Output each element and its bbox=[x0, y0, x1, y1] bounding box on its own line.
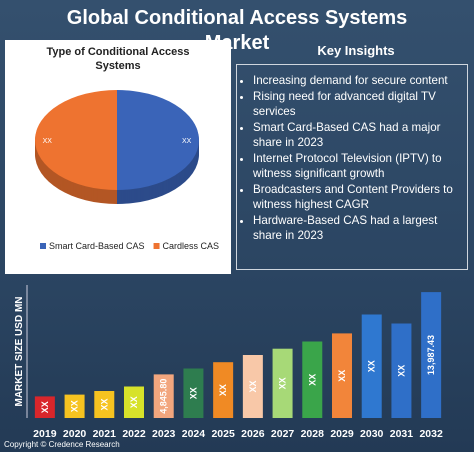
x-tick-label: 2026 bbox=[241, 428, 265, 440]
x-tick-label: 2030 bbox=[360, 428, 384, 440]
bar bbox=[124, 386, 144, 418]
bar bbox=[34, 396, 55, 418]
slice-label: XX bbox=[43, 138, 53, 145]
x-tick-label: 2019 bbox=[33, 428, 57, 440]
bar-label: XX bbox=[129, 396, 139, 408]
x-tick-label: 2029 bbox=[330, 428, 354, 440]
insights-box: Increasing demand for secure contentRisi… bbox=[236, 64, 468, 270]
bar bbox=[421, 292, 442, 418]
bar-label: XX bbox=[337, 370, 347, 382]
bar-label: XX bbox=[248, 380, 258, 392]
bar bbox=[153, 374, 174, 418]
x-tick-label: 2021 bbox=[93, 428, 117, 440]
insight: Hardware-Based CAS had a largest share i… bbox=[253, 213, 463, 244]
bar bbox=[94, 391, 115, 418]
bar-label: XX bbox=[99, 398, 109, 410]
bar-label: XX bbox=[218, 384, 228, 396]
x-tick-label: 2022 bbox=[122, 428, 146, 440]
bar-label: XX bbox=[307, 374, 317, 386]
bar bbox=[302, 341, 323, 418]
bar bbox=[242, 355, 263, 418]
insight: Broadcasters and Content Providers to wi… bbox=[253, 182, 463, 213]
legend-label: Smart Card-Based CAS bbox=[49, 241, 145, 251]
insight: Internet Protocol Television (IPTV) to w… bbox=[253, 151, 463, 182]
legend-swatch bbox=[40, 243, 46, 249]
bar bbox=[361, 314, 382, 418]
title: Global Conditional Access Systems Market bbox=[66, 7, 408, 54]
bar-label: XX bbox=[278, 377, 288, 389]
x-tick-label: 2024 bbox=[182, 428, 206, 440]
legend-label: Cardless CAS bbox=[163, 241, 220, 251]
bar bbox=[332, 333, 352, 418]
bar-label: XX bbox=[367, 360, 377, 372]
bar-label: XX bbox=[70, 400, 80, 412]
footer: Copyright © Credence Research bbox=[4, 440, 120, 449]
bar bbox=[272, 348, 293, 418]
bar-label: XX bbox=[396, 365, 406, 377]
x-tick-label: 2032 bbox=[419, 428, 443, 440]
x-tick-label: 2020 bbox=[63, 428, 87, 440]
bar bbox=[391, 323, 412, 418]
bar-label: 13,987.43 bbox=[426, 335, 436, 375]
x-tick-label: 2027 bbox=[271, 428, 295, 440]
bar-label: 4,845.80 bbox=[159, 379, 169, 414]
insights-title: Key Insights bbox=[317, 43, 395, 58]
slice-label: XX bbox=[182, 138, 192, 145]
insight: Smart Card-Based CAS had a major share i… bbox=[253, 120, 463, 151]
x-tick-label: 2028 bbox=[301, 428, 325, 440]
bar bbox=[213, 362, 234, 418]
insight: Rising need for advanced digital TV serv… bbox=[253, 89, 463, 120]
x-tick-label: 2023 bbox=[152, 428, 176, 440]
bar bbox=[183, 368, 204, 418]
pie-slice bbox=[35, 90, 117, 190]
x-tick-label: 2031 bbox=[390, 428, 414, 440]
bar-label: XX bbox=[40, 401, 50, 413]
x-tick-label: 2025 bbox=[211, 428, 235, 440]
legend-swatch bbox=[153, 243, 160, 249]
bar bbox=[64, 394, 85, 418]
bar-label: XX bbox=[188, 387, 198, 399]
pie-slice bbox=[117, 90, 199, 190]
y-axis-label: MARKET SIZE USD MN bbox=[14, 297, 25, 407]
insight: Increasing demand for secure content bbox=[253, 73, 463, 89]
pie-title: Type of Conditional Access Systems bbox=[46, 46, 190, 72]
